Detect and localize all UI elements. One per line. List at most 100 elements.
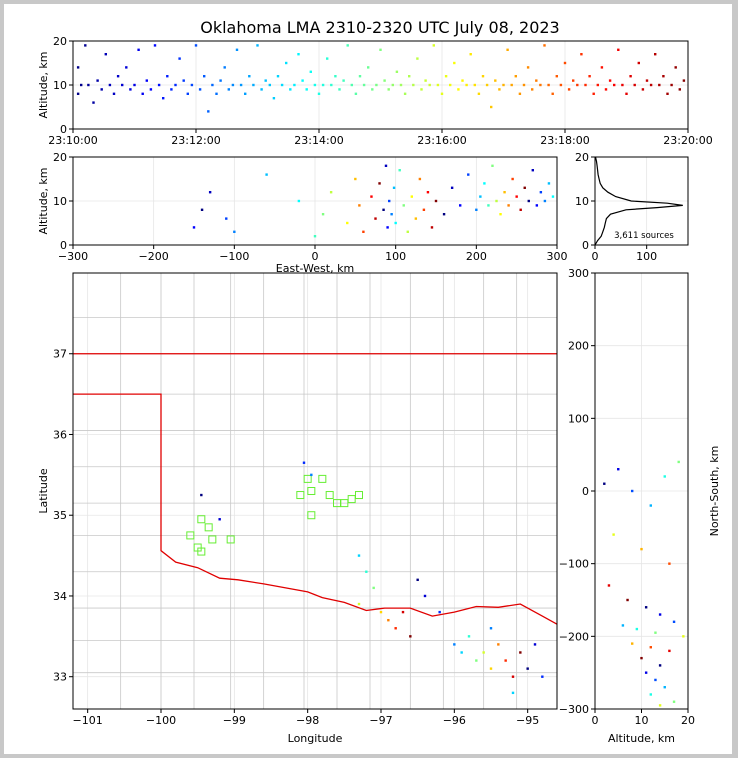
source-point (378, 182, 381, 185)
source-point (637, 61, 640, 65)
tick-label-y: 34 (53, 590, 67, 603)
source-point (362, 83, 366, 87)
source-point (495, 199, 498, 203)
tick-label-x: 100 (636, 250, 657, 263)
source-point (289, 88, 292, 91)
source-point (365, 570, 368, 573)
figure-title: Oklahoma LMA 2310-2320 UTC July 08, 2023 (200, 18, 559, 37)
tick-label-y: −200 (559, 630, 589, 643)
source-point (346, 221, 349, 225)
source-point (92, 101, 95, 104)
state-border-south (73, 393, 558, 625)
source-point (354, 177, 357, 181)
source-point (342, 79, 345, 82)
lma-station-marker (186, 531, 195, 540)
source-point (141, 92, 144, 95)
source-point (663, 475, 666, 478)
tick-label-x: 10 (635, 714, 649, 727)
tick-label-x: 300 (547, 250, 568, 263)
lma-station-marker (318, 474, 327, 483)
tick-label-y: 200 (568, 340, 589, 353)
source-point (523, 186, 526, 189)
source-point (182, 79, 185, 82)
source-point (374, 217, 377, 220)
source-point (387, 88, 390, 91)
tick-label-y: 10 (53, 195, 67, 208)
source-point (145, 79, 148, 82)
source-point (256, 44, 259, 47)
source-point (654, 631, 657, 634)
source-point (190, 83, 194, 87)
source-point (412, 83, 415, 87)
source-point (317, 92, 321, 95)
source-point (483, 182, 486, 185)
source-point (76, 66, 80, 69)
tick-label-x: 0 (592, 250, 599, 263)
tick-label-x: −200 (139, 250, 169, 263)
tick-label-x: 23:18:00 (540, 134, 589, 147)
source-point (453, 61, 456, 65)
source-point (399, 83, 403, 87)
source-point (449, 83, 452, 87)
source-point (663, 686, 666, 689)
source-point (384, 164, 388, 167)
source-point (436, 83, 440, 87)
time-height-panel: 23:10:00 23:12:00 23:14:00 23:16:00 23:18:00… (37, 35, 713, 147)
source-point (401, 610, 405, 614)
source-point (392, 186, 396, 189)
source-point (677, 460, 680, 464)
source-point (313, 83, 317, 87)
source-point (418, 177, 422, 181)
source-point (644, 606, 648, 609)
source-point (626, 598, 629, 602)
source-point (467, 173, 470, 176)
lma-station-marker (325, 491, 334, 500)
tick-label-x: 23:10:00 (48, 134, 97, 147)
lma-station-marker (347, 495, 356, 504)
source-point (539, 83, 542, 87)
source-point (227, 88, 230, 91)
source-point (293, 83, 296, 87)
source-point (672, 700, 676, 703)
source-point (186, 92, 189, 95)
source-point (682, 635, 685, 638)
axes-frame (594, 272, 689, 710)
source-point (617, 48, 620, 51)
source-point (584, 83, 587, 87)
y-axis-label: Altitude, km (37, 167, 50, 234)
source-point (434, 199, 438, 203)
source-point (379, 48, 382, 51)
source-point (426, 191, 430, 194)
source-point (475, 659, 478, 662)
source-point (414, 217, 418, 220)
source-count-annotation: 3,611 sources (614, 231, 674, 241)
tick-label-y: 35 (53, 509, 67, 522)
source-point (166, 75, 169, 78)
source-point (519, 208, 522, 211)
source-point (174, 83, 177, 87)
source-point (580, 53, 583, 56)
source-point (535, 204, 539, 207)
source-point (507, 204, 510, 207)
source-point (479, 195, 482, 198)
source-point (87, 83, 90, 87)
tick-label-x: 23:14:00 (294, 134, 343, 147)
source-point (649, 504, 652, 507)
source-point (510, 83, 513, 87)
source-point (198, 88, 202, 91)
tick-label-x: −97 (369, 714, 392, 727)
source-point (481, 75, 485, 78)
source-point (674, 66, 677, 69)
tick-label-y: 0 (582, 485, 589, 498)
source-point (519, 651, 522, 654)
source-point (631, 489, 634, 493)
source-point (654, 53, 657, 56)
tick-label-x: 23:20:00 (663, 134, 712, 147)
source-point (658, 83, 661, 87)
source-point (489, 667, 493, 670)
lma-station-marker (197, 515, 206, 524)
source-point (438, 610, 441, 614)
source-point (604, 88, 608, 91)
source-point (239, 83, 243, 87)
source-point (631, 642, 634, 645)
